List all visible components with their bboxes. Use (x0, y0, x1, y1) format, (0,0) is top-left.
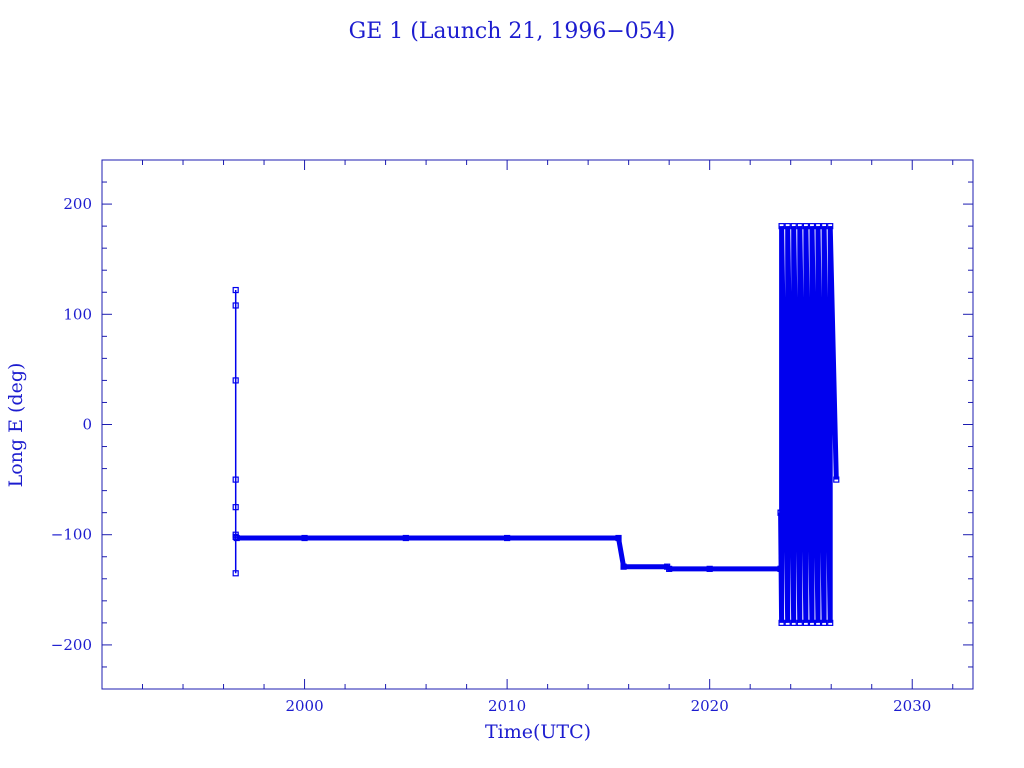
data-point (402, 534, 409, 542)
axis-ticks (101, 159, 973, 690)
data-point (784, 223, 791, 230)
data-point (301, 534, 308, 542)
data-point (232, 476, 239, 483)
data-point (808, 619, 816, 626)
data-point (802, 619, 809, 626)
data-point (615, 534, 622, 542)
data-point (802, 223, 809, 230)
y-tick-label: −100 (51, 526, 92, 544)
chart-title: GE 1 (Launch 21, 1996−054) (349, 19, 676, 44)
data-point (796, 619, 803, 626)
data-point (232, 377, 239, 384)
x-tick-label: 2000 (285, 697, 323, 715)
data-point (796, 223, 803, 230)
series-line (778, 226, 839, 623)
y-tick-labels: −200 −100 0 100 200 (51, 195, 92, 654)
data-point (778, 223, 785, 230)
data-point (784, 619, 791, 626)
data-point (827, 223, 834, 230)
data-point (827, 619, 834, 626)
data-point (814, 619, 822, 626)
x-axis-label: Time(UTC) (485, 721, 591, 743)
data-point (233, 534, 240, 542)
data-point (232, 286, 239, 294)
data-point (790, 223, 797, 230)
x-tick-label: 2030 (893, 697, 931, 715)
data-point (808, 223, 816, 230)
data-point (620, 563, 627, 570)
data-point (821, 619, 828, 626)
data-point (232, 504, 239, 511)
y-tick-label: 100 (63, 305, 92, 323)
y-tick-label: 200 (63, 195, 92, 213)
data-point (790, 619, 797, 626)
data-point (814, 223, 822, 230)
plot-frame (101, 159, 974, 690)
data-point (504, 534, 511, 542)
y-tick-label: 0 (82, 416, 92, 434)
data-point (821, 223, 828, 230)
data-point (777, 509, 784, 516)
y-tick-label: −200 (51, 636, 92, 654)
data-point (778, 619, 785, 626)
data-point (232, 302, 239, 309)
data-point (833, 476, 840, 483)
x-tick-label: 2010 (488, 697, 526, 715)
x-tick-label: 2020 (691, 697, 729, 715)
series-layer (232, 223, 840, 626)
data-point (232, 570, 239, 577)
data-point (666, 565, 673, 572)
y-axis-label: Long E (deg) (5, 363, 27, 488)
data-point (706, 565, 713, 572)
series-line (236, 535, 781, 572)
x-tick-labels: 2000 2010 2020 2030 (285, 697, 931, 715)
